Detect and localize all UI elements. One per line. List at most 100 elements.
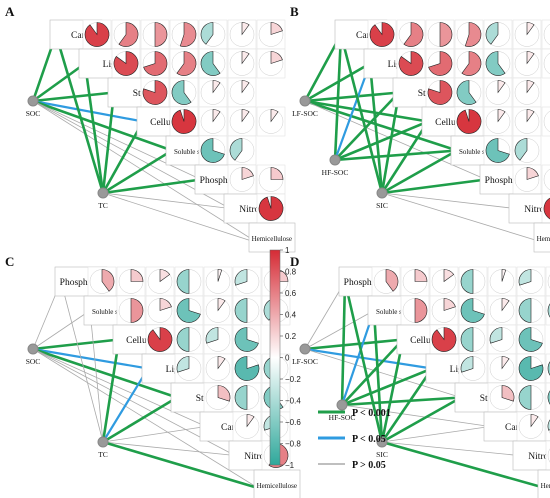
pie-wedge — [176, 298, 201, 323]
node-soc: SOC — [26, 95, 41, 118]
node-label: TC — [98, 450, 108, 459]
variable-label-text: Cellulose — [435, 118, 471, 128]
variable-label-text: Nitrogen — [239, 205, 273, 215]
corr-cell-lignin-nitrogen — [232, 353, 262, 384]
edge-soc-cellulose — [32, 99, 144, 123]
corr-cell-starch-phosphorus — [198, 77, 228, 108]
legend-label: P > 0.05 — [352, 460, 386, 471]
corr-cell-starch-cellulose — [140, 77, 170, 108]
edge-tc-soluble-sugars — [102, 149, 173, 195]
pie-wedge — [176, 327, 190, 352]
corr-cell-soluble-sugars-lignin — [429, 295, 459, 326]
corr-cell-phosphorus-cellulose — [116, 266, 146, 297]
pie-wedge — [270, 22, 283, 35]
corr-cell-cellulose-starch — [174, 324, 204, 355]
corr-cell-nitrogen-hemicellulose — [541, 193, 550, 224]
corr-cell-carbon-phosphorus — [198, 19, 228, 50]
pie-wedge — [200, 138, 225, 163]
edge-hf-soc-starch — [334, 91, 400, 161]
corr-cell-carbon-cellulose — [425, 19, 455, 50]
edge-hf-soc-carbon — [333, 34, 343, 161]
colorbar-tick-label: 0 — [285, 354, 290, 363]
edge-hf-soc-carbon — [341, 404, 491, 427]
variable-label-text: Hemicellulose — [541, 482, 550, 490]
edge-tc-phosphorus — [60, 281, 104, 443]
pie-wedge — [485, 22, 499, 45]
corr-cell-carbon-hemicellulose — [545, 411, 550, 442]
edge-sic-hemicellulose — [381, 192, 546, 244]
variable-label-text: Hemicellulose — [257, 482, 297, 490]
edge-tc-hemicellulose — [102, 440, 259, 490]
edge-lf-soc-cellulose — [304, 338, 404, 351]
pie-wedge — [464, 22, 482, 47]
edge-hf-soc-cellulose — [334, 120, 429, 162]
legend-label: P < 0.001 — [352, 408, 391, 419]
colorbar-gradient — [269, 249, 281, 466]
edge-soc-hemicellulose — [32, 348, 259, 489]
variable-label-text: Cellulose — [410, 336, 446, 346]
corr-cell-cellulose-carbon — [203, 324, 233, 355]
node-label: LF-SOC — [292, 357, 318, 366]
corr-cell-lignin-carbon — [487, 353, 517, 384]
pie-wedge — [142, 80, 168, 105]
panel-letter: A — [5, 4, 15, 19]
pie-wedge — [176, 356, 190, 373]
corr-cell-soluble-sugars-carbon — [487, 295, 517, 326]
corr-cell-starch-soluble-sugars — [454, 77, 484, 108]
corr-cell-cellulose-nitrogen — [227, 106, 257, 137]
pie-wedge — [200, 22, 214, 45]
edge-sic-cellulose — [380, 339, 405, 443]
variable-label-nitrogen: Nitrogen — [512, 440, 550, 471]
pie-wedge — [234, 269, 248, 286]
node-hf-soc: HF-SOC — [329, 399, 356, 422]
corr-cell-lignin-nitrogen — [227, 48, 257, 79]
corr-cell-nitrogen-hemicellulose — [545, 440, 550, 471]
colorbar-tick-label: 1 — [285, 246, 290, 255]
pie-wedge — [460, 327, 474, 352]
significance-legend: P < 0.001 P < 0.05 P > 0.05 — [318, 408, 391, 471]
pie-wedge — [270, 109, 279, 123]
edge-tc-cellulose — [101, 120, 145, 194]
node-lf-soc: LF-SOC — [292, 95, 318, 118]
pie-wedge — [518, 298, 532, 323]
pie-wedge — [518, 385, 532, 410]
pie-wedge — [200, 51, 221, 76]
node-hf-soc: HF-SOC — [322, 154, 348, 177]
corr-cell-phosphorus-lignin — [429, 266, 459, 297]
colorbar-tick-label: 0.8 — [285, 268, 297, 277]
colorbar-tick-label: 0.2 — [285, 332, 297, 341]
corr-cell-starch-phosphorus — [483, 77, 513, 108]
edge-lf-soc-lignin — [304, 347, 433, 370]
pie-wedge — [241, 51, 250, 65]
pie-wedge — [456, 109, 482, 134]
pie-wedge — [270, 51, 283, 64]
pie-wedge — [501, 356, 510, 370]
edge-hf-soc-lignin — [333, 63, 372, 161]
edge-hf-soc-soluble-sugars — [340, 310, 376, 406]
pie-wedge — [403, 22, 424, 47]
corr-cell-carbon-hemicellulose — [541, 19, 550, 50]
pie-wedge — [217, 298, 226, 312]
edge-sic-phosphorus — [381, 178, 487, 195]
edge-soc-hemicellulose — [32, 100, 259, 244]
colorbar-tick-label: −1 — [285, 461, 295, 470]
corr-cell-cellulose-phosphorus — [483, 106, 513, 137]
corr-cell-lignin-starch — [458, 353, 488, 384]
pie-wedge — [485, 51, 506, 76]
edge-tc-carbon — [102, 426, 207, 443]
variable-label-text: Nitrogen — [528, 452, 550, 462]
corr-cell-lignin-hemicellulose — [545, 353, 550, 384]
colorbar-tick-label: −0.8 — [285, 440, 301, 449]
edge-hf-soc-soluble-sugars — [334, 149, 458, 162]
corr-cell-phosphorus-starch — [174, 266, 204, 297]
node-label: HF-SOC — [329, 413, 356, 422]
corr-cell-cellulose-starch — [458, 324, 488, 355]
panel-letter: B — [290, 4, 299, 19]
node-label: SOC — [26, 109, 41, 118]
node-sic: SIC — [376, 187, 388, 210]
colorbar-tick-label: 0.4 — [285, 311, 297, 320]
corr-cell-cellulose-nitrogen — [232, 324, 262, 355]
pie-wedge — [460, 356, 474, 373]
pie-wedge — [369, 22, 395, 47]
corr-cell-cellulose-phosphorus — [198, 106, 228, 137]
